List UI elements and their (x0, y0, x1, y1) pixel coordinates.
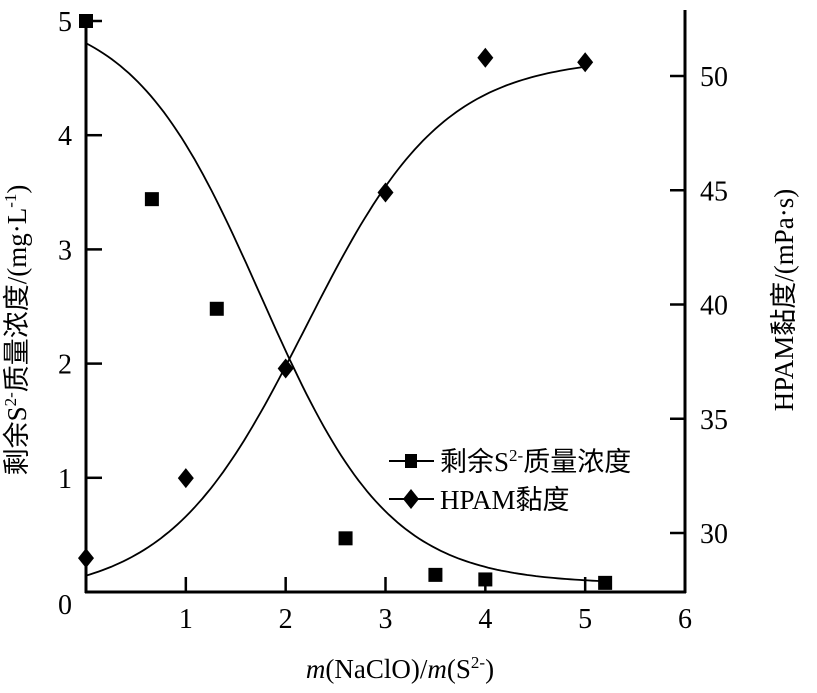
diamond-marker (277, 358, 294, 379)
square-marker (338, 531, 353, 546)
fit-curves (85, 42, 606, 583)
right-y-tick-label: 40 (700, 291, 728, 322)
x-tick-label: 5 (578, 604, 592, 635)
square-marker (144, 192, 159, 207)
left-y-tick-label: 4 (58, 121, 72, 152)
legend: 剩余S2-质量浓度 HPAM黏度 (389, 446, 631, 515)
x-tick-label: 1 (179, 604, 193, 635)
square-marker (209, 301, 224, 316)
legend-label: HPAM黏度 (440, 485, 570, 515)
x-tick-label: 6 (678, 604, 692, 635)
x-tick-label: 2 (279, 604, 293, 635)
diamond-marker (577, 52, 594, 73)
diamond-marker-icon (403, 489, 419, 509)
x-axis-title: m(NaClO)/m(S2-) (306, 653, 494, 684)
square-marker-icon (405, 454, 417, 468)
legend-label: 剩余S2-质量浓度 (440, 446, 631, 477)
data-markers (78, 14, 613, 590)
diamond-marker (477, 47, 494, 68)
fit-curve-s2-concentration (85, 42, 606, 583)
right-axis-title: HPAM黏度/(mPa·s) (769, 189, 799, 412)
right-y-tick-label: 50 (700, 62, 728, 93)
fit-curve-hpam-viscosity (85, 66, 586, 577)
diamond-marker (177, 468, 194, 489)
left-y-tick-label: 2 (58, 350, 72, 381)
left-y-tick-label: 3 (58, 235, 72, 266)
x-tick-label: 3 (379, 604, 393, 635)
square-marker (598, 575, 613, 590)
left-y-tick-label: 0 (58, 590, 72, 621)
right-y-tick-label: 30 (700, 519, 728, 550)
square-marker (428, 567, 443, 582)
left-y-tick-label: 1 (58, 464, 72, 495)
legend-item-hpam-viscosity: HPAM黏度 (389, 485, 570, 515)
legend-item-s2-concentration: 剩余S2-质量浓度 (389, 446, 631, 477)
left-axis-title: 剩余S2-质量浓度/(mg·L-1) (1, 185, 32, 476)
right-y-tick-label: 45 (700, 176, 728, 207)
left-y-tick-label: 5 (58, 7, 72, 38)
square-marker (79, 14, 93, 28)
diamond-marker (377, 182, 394, 203)
diamond-marker (78, 548, 94, 569)
square-marker (478, 572, 493, 587)
x-tick-label: 4 (478, 604, 492, 635)
right-y-tick-label: 35 (700, 405, 728, 436)
